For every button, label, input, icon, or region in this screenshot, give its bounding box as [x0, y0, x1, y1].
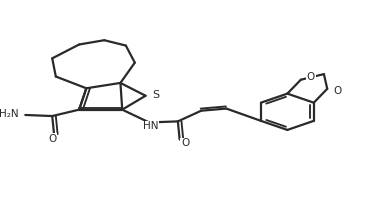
Text: H₂N: H₂N — [0, 109, 19, 119]
Text: O: O — [181, 138, 189, 148]
Text: O: O — [333, 86, 341, 96]
Text: S: S — [152, 90, 159, 100]
Text: HN: HN — [143, 121, 159, 131]
Text: O: O — [307, 72, 315, 82]
Text: O: O — [48, 134, 56, 144]
